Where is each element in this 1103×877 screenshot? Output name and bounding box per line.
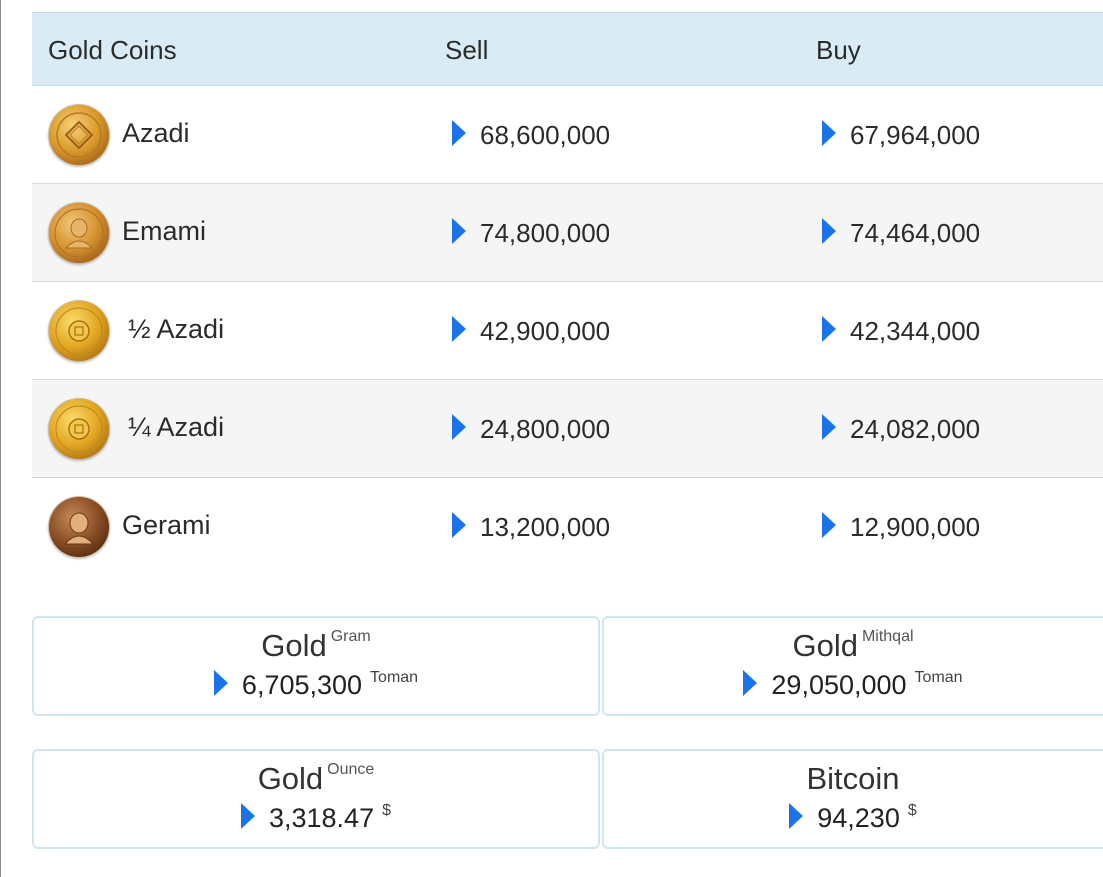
half-azadi-coin-icon [48,300,110,362]
card-subtitle: Mithqal [861,627,914,645]
quarter-azadi-coin-icon [48,398,110,460]
buy-value: 67,964,000 [850,120,981,150]
caret-right-icon [213,669,228,696]
card-value: 94,230 $ [604,801,1102,834]
currency-unit: $ [382,801,391,819]
coin-name: ¼ Azadi [128,412,225,442]
header-sell: Sell [445,35,489,65]
sell-price: 42,900,000 [452,315,611,347]
card-value: 6,705,300 Toman [34,668,598,701]
card-title: Gold Ounce [34,761,598,797]
card-value: 3,318.47 $ [34,801,598,834]
bitcoin-price: 94,230 [817,803,900,833]
caret-right-icon [452,413,466,440]
card-title: Gold Gram [34,628,598,664]
caret-right-icon [452,511,466,538]
table-row[interactable]: Azadi 68,600,000 67,964,000 [32,86,1103,184]
table-row[interactable]: ¼ Azadi 24,800,000 24,082,000 [32,380,1103,478]
sell-price: 13,200,000 [452,511,611,543]
gold-gram-card[interactable]: Gold Gram 6,705,300 Toman [32,616,600,716]
sell-value: 24,800,000 [480,414,611,444]
caret-right-icon [452,315,466,342]
caret-right-icon [822,217,836,244]
currency-unit: Toman [370,668,419,686]
caret-right-icon [452,119,466,146]
gold-coins-table: Gold Coins Sell Buy [32,12,1103,576]
currency-unit: Toman [914,668,963,686]
caret-right-icon [822,315,836,342]
gerami-coin-icon [48,496,110,558]
coin-name: Azadi [122,118,190,148]
coin-name: Emami [122,216,207,246]
card-value: 29,050,000 Toman [604,668,1102,701]
buy-value: 74,464,000 [850,218,981,248]
sell-price: 68,600,000 [452,119,611,151]
gold-mithqal-card[interactable]: Gold Mithqal 29,050,000 Toman [602,616,1103,716]
currency-unit: $ [907,801,917,819]
card-title-text: Bitcoin [806,761,900,796]
caret-right-icon [240,802,255,829]
header-buy: Buy [816,35,861,65]
card-title: Bitcoin [604,761,1102,797]
sell-price: 74,800,000 [452,217,611,249]
sell-value: 74,800,000 [480,218,611,248]
caret-right-icon [743,669,758,696]
sell-value: 13,200,000 [480,512,611,542]
buy-value: 42,344,000 [850,316,981,346]
gold-ounce-card[interactable]: Gold Ounce 3,318.47 $ [32,749,600,849]
table-header: Gold Coins Sell Buy [32,12,1103,86]
caret-right-icon [789,802,804,829]
coin-name: ½ Azadi [128,314,225,344]
table-row[interactable]: ½ Azadi 42,900,000 42,344,000 [32,282,1103,380]
buy-price: 74,464,000 [822,217,981,249]
gram-price: 6,705,300 [241,670,363,700]
caret-right-icon [822,119,836,146]
caret-right-icon [822,413,836,440]
ounce-price: 3,318.47 [268,803,375,833]
buy-price: 24,082,000 [822,413,981,445]
card-title-text: Gold [261,628,327,663]
table-row[interactable]: Gerami 13,200,000 12,900,000 [32,478,1103,576]
header-gold-coins: Gold Coins [48,35,177,65]
sell-value: 68,600,000 [480,120,611,150]
card-title: Gold Mithqal [604,628,1102,664]
caret-right-icon [822,511,836,538]
sell-price: 24,800,000 [452,413,611,445]
card-subtitle: Ounce [327,760,375,778]
buy-value: 24,082,000 [850,414,981,444]
card-title-text: Gold [257,761,324,796]
emami-coin-icon [48,202,110,264]
card-subtitle: Gram [330,627,371,645]
table-row[interactable]: Emami 74,800,000 74,464,000 [32,184,1103,282]
mithqal-price: 29,050,000 [771,670,907,700]
bitcoin-card[interactable]: Bitcoin 94,230 $ [602,749,1103,849]
buy-value: 12,900,000 [850,512,981,542]
buy-price: 67,964,000 [822,119,981,151]
azadi-coin-icon [48,104,110,166]
card-title-text: Gold [792,628,858,663]
caret-right-icon [452,217,466,244]
coin-name: Gerami [122,510,211,540]
buy-price: 12,900,000 [822,511,981,543]
buy-price: 42,344,000 [822,315,981,347]
sell-value: 42,900,000 [480,316,611,346]
